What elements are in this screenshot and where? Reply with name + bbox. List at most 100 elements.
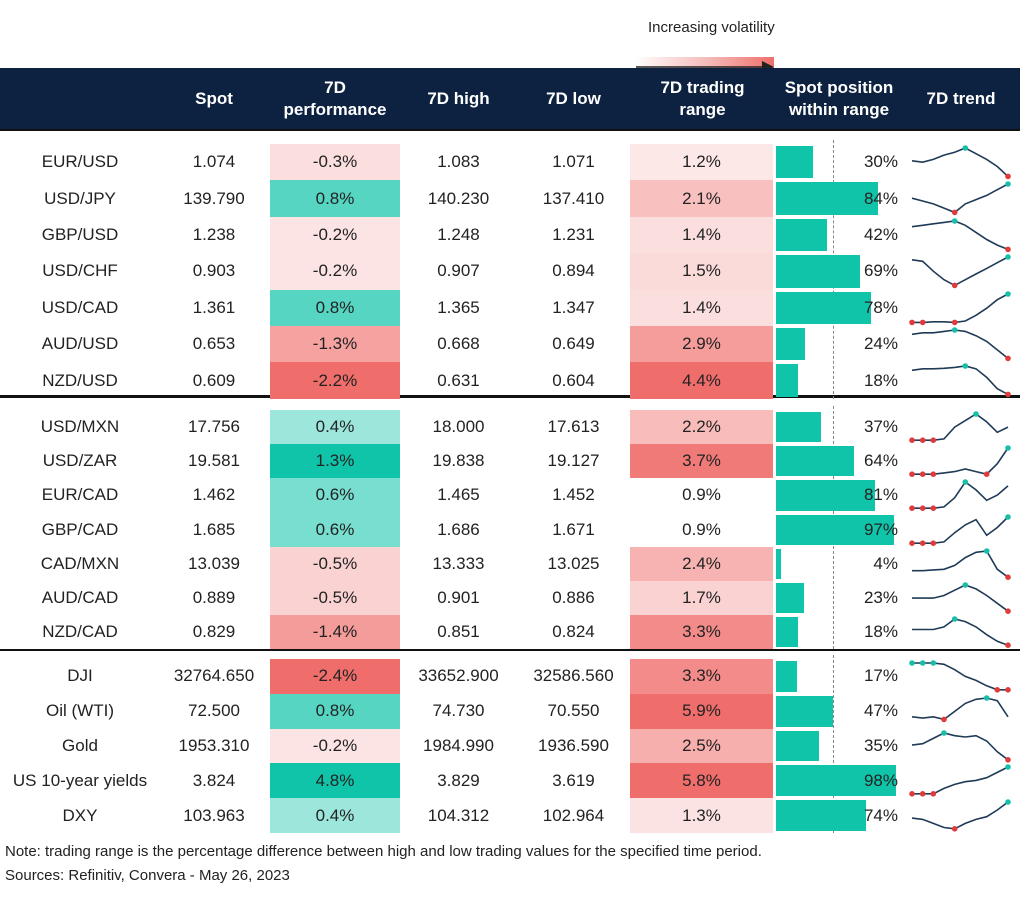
section-divider bbox=[0, 649, 1020, 651]
section-divider bbox=[0, 129, 1020, 131]
trend-low-marker bbox=[930, 505, 937, 512]
section-divider bbox=[0, 395, 1020, 398]
position-label: 18% bbox=[863, 622, 898, 642]
trend-high-marker bbox=[1005, 290, 1011, 297]
trend-high-marker bbox=[983, 694, 990, 701]
spot-value: 0.653 bbox=[192, 334, 236, 354]
trend-sparkline bbox=[909, 764, 1011, 797]
table-row: NZD/USD 0.609 -2.2% 0.631 0.604 4.4% 18% bbox=[0, 362, 1020, 399]
trend-low-marker bbox=[1005, 355, 1011, 362]
trend-line bbox=[911, 256, 1009, 287]
high-value: 1.365 bbox=[437, 297, 480, 317]
trend-high-marker bbox=[1005, 799, 1011, 805]
position-bar bbox=[776, 661, 797, 692]
table-header: Spot 7D performance 7D high 7D low 7D tr… bbox=[0, 68, 1020, 129]
trend-sparkline bbox=[909, 513, 1011, 546]
trend-line bbox=[911, 219, 1009, 250]
performance-value: -1.4% bbox=[270, 615, 400, 650]
performance-value: -2.2% bbox=[270, 362, 400, 399]
position-bar bbox=[776, 548, 781, 579]
trend-low-marker bbox=[1005, 687, 1011, 693]
trend-line bbox=[912, 481, 1009, 510]
performance-value: -0.5% bbox=[270, 546, 400, 581]
trend-high-marker bbox=[919, 660, 926, 666]
position-label: 47% bbox=[863, 701, 898, 721]
table-row: NZD/CAD 0.829 -1.4% 0.851 0.824 3.3% 18% bbox=[0, 615, 1020, 650]
range-value: 2.4% bbox=[630, 546, 773, 581]
position-bar bbox=[776, 218, 828, 252]
position-bar bbox=[776, 446, 855, 477]
position-label: 4% bbox=[873, 553, 898, 573]
spot-value: 0.889 bbox=[192, 588, 236, 608]
low-value: 0.604 bbox=[552, 370, 595, 390]
spot-value: 1.685 bbox=[192, 519, 236, 539]
range-value: 2.2% bbox=[630, 410, 773, 445]
trend-sparkline bbox=[911, 694, 1009, 722]
high-value: 1.083 bbox=[437, 152, 480, 172]
low-value: 0.649 bbox=[552, 334, 595, 354]
trend-line bbox=[912, 413, 1009, 442]
performance-value: -0.3% bbox=[270, 144, 400, 181]
trend-sparkline bbox=[912, 616, 1011, 649]
high-value: 1.248 bbox=[437, 224, 480, 244]
low-value: 1.671 bbox=[552, 519, 595, 539]
instrument-name: USD/CAD bbox=[41, 297, 119, 317]
low-value: 3.619 bbox=[552, 770, 595, 790]
performance-value: 4.8% bbox=[270, 763, 400, 799]
instrument-name: GBP/USD bbox=[41, 224, 119, 244]
trend-sparkline bbox=[911, 729, 1011, 763]
trend-low-marker bbox=[919, 437, 926, 443]
performance-value: -0.2% bbox=[270, 216, 400, 254]
trend-high-marker bbox=[973, 411, 979, 417]
table-row: Oil (WTI) 72.500 0.8% 74.730 70.550 5.9% 47% bbox=[0, 693, 1020, 729]
header-position: Spot position within range bbox=[784, 77, 894, 119]
range-value: 1.4% bbox=[630, 216, 773, 254]
trend-low-marker bbox=[1005, 391, 1011, 398]
low-value: 0.886 bbox=[552, 588, 595, 608]
trend-low-marker bbox=[983, 471, 990, 478]
trend-high-marker bbox=[1005, 445, 1011, 451]
spot-value: 32764.650 bbox=[173, 666, 255, 686]
legend-label: Increasing volatility bbox=[648, 19, 775, 36]
performance-value: -0.2% bbox=[270, 728, 400, 764]
high-value: 0.668 bbox=[437, 334, 480, 354]
trend-low-marker bbox=[919, 505, 926, 512]
position-bar bbox=[776, 583, 805, 614]
trend-sparkline bbox=[912, 547, 1011, 580]
position-bar bbox=[776, 765, 896, 797]
table-row: USD/CHF 0.903 -0.2% 0.907 0.894 1.5% 69% bbox=[0, 253, 1020, 290]
low-value: 32586.560 bbox=[533, 666, 614, 686]
position-label: 78% bbox=[863, 297, 898, 317]
table-row: USD/CAD 1.361 0.8% 1.365 1.347 1.4% 78% bbox=[0, 289, 1020, 326]
range-value: 0.9% bbox=[630, 512, 773, 547]
trend-low-marker bbox=[1005, 246, 1011, 252]
position-bar bbox=[776, 514, 895, 545]
high-value: 0.901 bbox=[437, 588, 480, 608]
low-value: 1936.590 bbox=[538, 735, 609, 755]
trend-high-marker bbox=[962, 582, 969, 588]
trend-sparkline bbox=[911, 181, 1011, 216]
spot-value: 103.963 bbox=[183, 805, 245, 825]
performance-value: -0.5% bbox=[270, 581, 400, 616]
trend-line bbox=[912, 292, 1009, 323]
footer-note: Note: trading range is the percentage di… bbox=[5, 843, 762, 860]
trend-high-marker bbox=[1005, 181, 1011, 188]
trend-low-marker bbox=[930, 437, 937, 443]
trend-low-marker bbox=[909, 539, 915, 546]
trend-sparkline bbox=[909, 411, 1009, 443]
instrument-name: EUR/CAD bbox=[41, 485, 119, 505]
low-value: 1.347 bbox=[552, 297, 595, 317]
header-trend: 7D trend bbox=[926, 88, 996, 108]
trend-low-marker bbox=[919, 539, 926, 546]
instrument-name: AUD/CAD bbox=[41, 588, 119, 608]
position-label: 23% bbox=[863, 588, 898, 608]
performance-value: 0.6% bbox=[270, 478, 400, 513]
range-value: 5.9% bbox=[630, 693, 773, 729]
low-value: 70.550 bbox=[547, 701, 600, 721]
range-value: 4.4% bbox=[630, 362, 773, 399]
trend-line bbox=[912, 618, 1009, 647]
high-value: 74.730 bbox=[432, 701, 485, 721]
trend-low-marker bbox=[951, 319, 958, 325]
instrument-name: CAD/MXN bbox=[40, 553, 120, 573]
